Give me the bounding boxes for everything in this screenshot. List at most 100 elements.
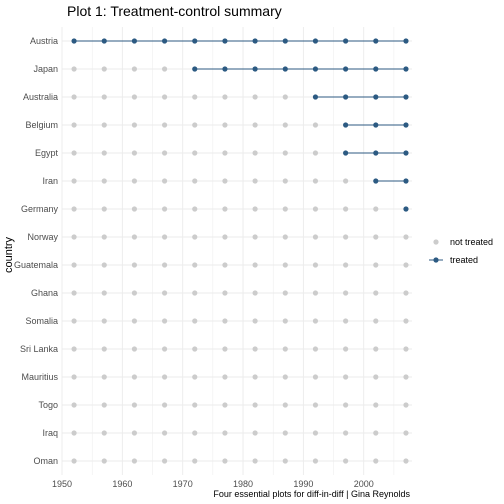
treated-point [343,122,349,128]
not-treated-point [131,66,138,72]
treated-point [343,94,349,100]
not-treated-point [222,122,228,128]
not-treated-point [252,290,258,296]
treated-point [373,122,379,128]
not-treated-point [252,374,258,380]
not-treated-point [161,122,168,128]
not-treated-point [403,430,409,436]
not-treated-point [192,94,198,100]
not-treated-point [131,374,138,380]
not-treated-point [131,430,138,436]
not-treated-point [403,262,409,268]
not-treated-point [282,206,288,212]
not-treated-point [282,346,288,352]
not-treated-point [101,374,107,380]
not-treated-point [222,234,228,240]
not-treated-point [101,262,107,268]
not-treated-point [282,94,288,100]
not-treated-point [161,402,168,408]
not-treated-point [101,122,107,128]
not-treated-point [343,262,349,268]
not-treated-point [252,318,258,324]
not-treated-point [373,290,379,296]
y-tick-label: Iraq [42,428,58,438]
not-treated-point [222,178,228,184]
not-treated-point [252,458,258,464]
treated-point [403,150,409,156]
not-treated-point [222,150,228,156]
not-treated-point [312,150,319,156]
treated-point [343,66,349,72]
not-treated-point [161,150,168,156]
not-treated-point [312,402,319,408]
treated-point [403,178,409,184]
not-treated-point [161,346,168,352]
treated-point [403,66,409,72]
treated-point [373,66,379,72]
x-tick-label: 2000 [354,479,374,489]
not-treated-point [71,318,77,324]
not-treated-point [312,458,319,464]
treated-point [282,66,288,72]
not-treated-point [71,206,77,212]
treated-point [403,206,409,212]
not-treated-point [192,234,198,240]
treated-point [282,38,288,44]
not-treated-point [252,430,258,436]
not-treated-point [373,458,379,464]
not-treated-point [101,458,107,464]
not-treated-point [373,402,379,408]
not-treated-point [312,430,319,436]
x-axis-ticks: 1950 1960 1970 1980 1990 2000 [52,479,374,489]
y-tick-label: Togo [38,400,58,410]
not-treated-point [312,122,319,128]
not-treated-point [282,458,288,464]
not-treated-point [373,346,379,352]
not-treated-point [101,430,107,436]
caption: Four essential plots for diff-in-diff | … [213,489,410,499]
y-tick-label: Australia [23,92,58,102]
treated-point [222,38,228,44]
not-treated-point [131,318,138,324]
y-tick-label: Mauritius [21,372,58,382]
y-tick-label: Iran [42,176,58,186]
y-tick-label: Sri Lanka [20,344,58,354]
chart-title: Plot 1: Treatment-control summary [67,3,282,19]
treated-point [403,94,409,100]
treated-point [343,150,349,156]
not-treated-point [312,290,319,296]
not-treated-point [131,122,138,128]
y-axis-title: country [3,236,15,273]
not-treated-point [192,122,198,128]
not-treated-point [161,234,168,240]
treated-point [373,94,379,100]
not-treated-point [192,206,198,212]
not-treated-point [282,374,288,380]
not-treated-point [131,94,138,100]
not-treated-point [403,318,409,324]
treated-point [312,94,319,100]
not-treated-point [192,458,198,464]
not-treated-point [403,402,409,408]
not-treated-point [343,178,349,184]
not-treated-point [71,262,77,268]
not-treated-point [161,430,168,436]
not-treated-point [161,206,168,212]
not-treated-point [282,318,288,324]
not-treated-point [403,346,409,352]
not-treated-point [252,122,258,128]
y-tick-label: Ghana [31,288,58,298]
not-treated-point [373,318,379,324]
not-treated-point [343,430,349,436]
not-treated-point [343,290,349,296]
not-treated-point [222,402,228,408]
not-treated-point [222,290,228,296]
not-treated-point [71,346,77,352]
not-treated-point [282,402,288,408]
not-treated-point [101,94,107,100]
treated-point [252,66,258,72]
not-treated-point [71,66,77,72]
not-treated-point [252,206,258,212]
not-treated-point [222,458,228,464]
